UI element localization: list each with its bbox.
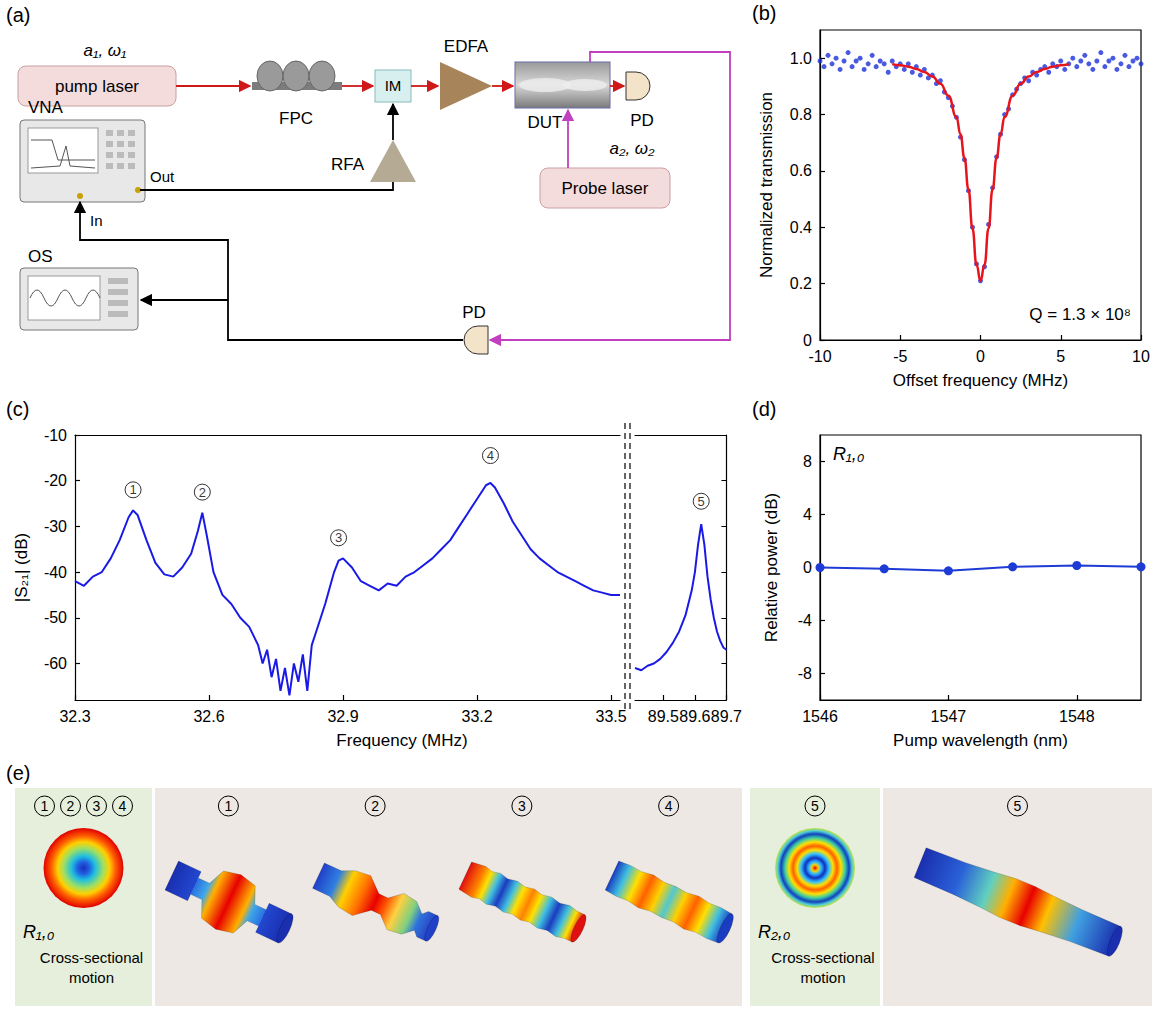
svg-text:VNA: VNA (28, 98, 64, 117)
svg-text:-60: -60 (44, 655, 67, 672)
svg-text:0.4: 0.4 (790, 219, 812, 236)
svg-text:pump laser: pump laser (55, 77, 139, 96)
svg-text:IM: IM (385, 77, 402, 94)
svg-text:-50: -50 (44, 609, 67, 626)
svg-text:FPC: FPC (279, 109, 313, 128)
svg-text:|S₂₁| (dB): |S₂₁| (dB) (12, 533, 31, 602)
svg-text:89.7: 89.7 (711, 708, 742, 725)
svg-text:EDFA: EDFA (444, 37, 489, 56)
svg-text:-10: -10 (808, 348, 831, 365)
svg-text:32.6: 32.6 (193, 708, 224, 725)
svg-text:OS: OS (28, 247, 53, 266)
svg-text:(a): (a) (6, 4, 30, 26)
svg-text:1: 1 (41, 798, 49, 814)
svg-text:Frequency (MHz): Frequency (MHz) (336, 731, 467, 750)
svg-text:Cross-sectional: Cross-sectional (40, 949, 143, 966)
svg-text:1.0: 1.0 (790, 50, 812, 67)
svg-text:R₁,₀: R₁,₀ (23, 922, 55, 942)
svg-text:PD: PD (630, 111, 654, 130)
svg-text:1546: 1546 (802, 708, 838, 725)
svg-text:4: 4 (487, 448, 494, 463)
svg-text:4: 4 (803, 506, 812, 523)
svg-text:Relative power (dB): Relative power (dB) (762, 493, 781, 642)
svg-text:(e): (e) (6, 762, 30, 784)
svg-text:-8: -8 (798, 665, 812, 682)
svg-text:1547: 1547 (931, 708, 967, 725)
svg-text:motion: motion (69, 969, 114, 986)
svg-text:a₂, ω₂: a₂, ω₂ (609, 139, 655, 158)
html-text:(b): (b) (752, 2, 777, 24)
svg-text:2: 2 (67, 798, 75, 814)
svg-text:10: 10 (1132, 348, 1150, 365)
svg-text:0.6: 0.6 (790, 162, 812, 179)
svg-text:5: 5 (811, 798, 819, 814)
svg-text:Probe laser: Probe laser (562, 179, 649, 198)
svg-text:3: 3 (93, 798, 101, 814)
svg-text:-30: -30 (44, 518, 67, 535)
svg-text:In: In (90, 212, 103, 229)
svg-text:R₂,₀: R₂,₀ (758, 922, 791, 942)
svg-text:2: 2 (199, 485, 206, 500)
svg-text:3: 3 (335, 530, 342, 545)
svg-text:R₁,₀: R₁,₀ (833, 444, 865, 464)
svg-text:32.3: 32.3 (59, 708, 90, 725)
svg-text:0: 0 (803, 332, 812, 349)
svg-text:0.2: 0.2 (790, 275, 812, 292)
svg-text:PD: PD (462, 303, 486, 322)
svg-text:Out: Out (150, 168, 175, 185)
svg-text:89.5: 89.5 (648, 708, 679, 725)
html-text:(c): (c) (6, 398, 30, 420)
svg-text:4: 4 (665, 798, 673, 814)
svg-text:1548: 1548 (1059, 708, 1095, 725)
svg-text:DUT: DUT (528, 113, 563, 132)
svg-text:5: 5 (1056, 348, 1065, 365)
svg-text:0: 0 (803, 559, 812, 576)
svg-text:33.5: 33.5 (595, 708, 626, 725)
svg-text:-5: -5 (893, 348, 907, 365)
svg-text:2: 2 (371, 798, 379, 814)
svg-text:-4: -4 (798, 612, 812, 629)
svg-text:89.6: 89.6 (679, 708, 710, 725)
svg-text:Normalized transmission: Normalized transmission (757, 92, 776, 278)
svg-text:-40: -40 (44, 564, 67, 581)
svg-text:0: 0 (976, 348, 985, 365)
svg-text:0.8: 0.8 (790, 106, 812, 123)
svg-text:RFA: RFA (331, 155, 365, 174)
svg-text:Q = 1.3 × 10⁸: Q = 1.3 × 10⁸ (1029, 305, 1131, 324)
svg-text:32.9: 32.9 (327, 708, 358, 725)
html-text:(d): (d) (752, 398, 777, 420)
svg-text:a₁, ω₁: a₁, ω₁ (84, 41, 127, 60)
svg-text:4: 4 (119, 798, 127, 814)
svg-text:1: 1 (129, 482, 136, 497)
svg-text:5: 5 (1014, 798, 1022, 814)
svg-text:Cross-sectional: Cross-sectional (771, 949, 874, 966)
svg-text:1: 1 (224, 798, 232, 814)
svg-text:33.2: 33.2 (461, 708, 492, 725)
svg-text:3: 3 (518, 798, 526, 814)
svg-text:Offset frequency (MHz): Offset frequency (MHz) (893, 371, 1068, 390)
svg-text:Pump wavelength (nm): Pump wavelength (nm) (893, 731, 1068, 750)
svg-text:8: 8 (803, 453, 812, 470)
svg-text:-20: -20 (44, 472, 67, 489)
svg-text:motion: motion (800, 969, 845, 986)
svg-text:-10: -10 (44, 427, 67, 444)
svg-text:5: 5 (698, 494, 705, 509)
